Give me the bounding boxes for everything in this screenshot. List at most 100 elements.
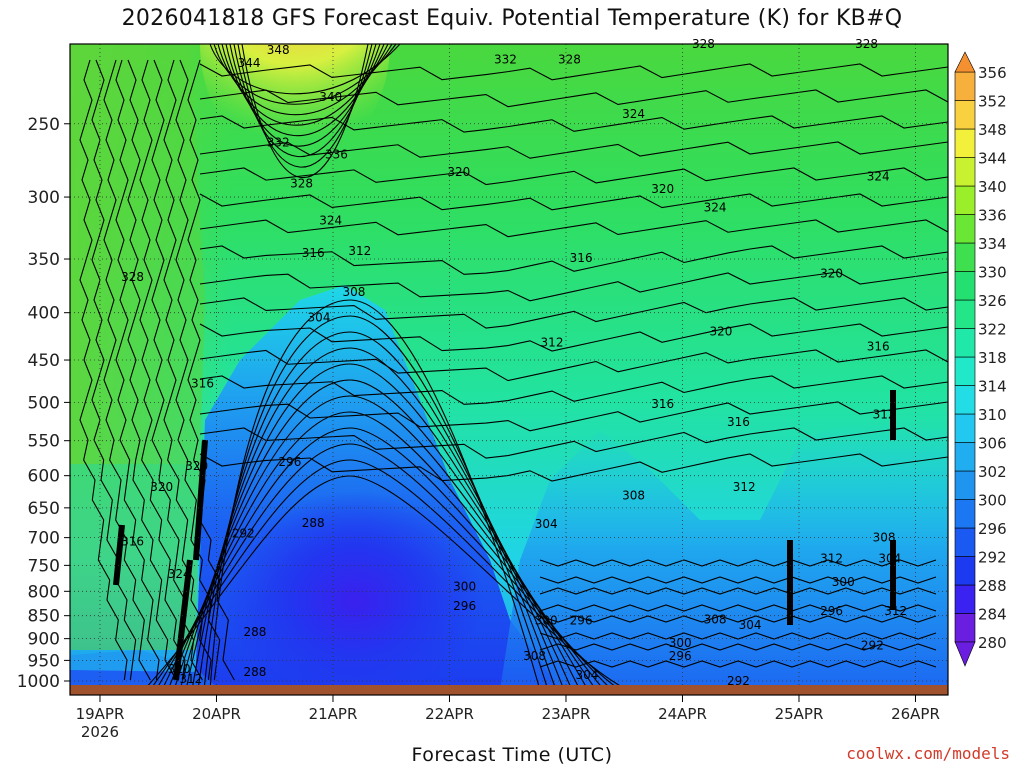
contour-label: 292 bbox=[232, 527, 255, 541]
colorbar-swatch bbox=[954, 385, 976, 415]
contour-label: 300 bbox=[832, 575, 855, 589]
y-tick-label: 1000 bbox=[17, 672, 60, 692]
source-credit: coolwx.com/models bbox=[846, 744, 1010, 763]
contour-line bbox=[539, 643, 937, 651]
contour-label: 320 bbox=[150, 480, 173, 494]
contour-line bbox=[163, 59, 212, 681]
contour-label: 296 bbox=[570, 613, 593, 627]
x-axis-label: Forecast Time (UTC) bbox=[411, 744, 613, 766]
contour-line bbox=[539, 587, 937, 595]
colorbar-swatch bbox=[954, 214, 976, 244]
contour-label: 316 bbox=[121, 535, 144, 549]
contour-line bbox=[213, 44, 397, 105]
contour-line bbox=[199, 219, 948, 238]
contour-label: 288 bbox=[243, 625, 266, 639]
contour-line bbox=[199, 401, 948, 432]
colorbar-label: 280 bbox=[978, 634, 1007, 652]
contour-label: 344 bbox=[238, 56, 261, 70]
contour-line bbox=[187, 59, 235, 681]
colorbar-label: 310 bbox=[978, 406, 1007, 424]
contour-label: 324 bbox=[867, 169, 890, 183]
colorbar-label: 326 bbox=[978, 292, 1007, 310]
contour-label: 308 bbox=[622, 488, 645, 502]
contour-label: 308 bbox=[873, 531, 896, 545]
contour-line bbox=[199, 323, 948, 352]
colorbar-swatch bbox=[954, 271, 976, 301]
x-tick-label: 22APR bbox=[425, 705, 474, 723]
contour-line bbox=[539, 559, 937, 567]
colorbar-swatch bbox=[954, 71, 976, 101]
y-tick-label: 300 bbox=[28, 188, 60, 208]
contour-line bbox=[127, 59, 177, 681]
contour-label: 324 bbox=[704, 201, 727, 215]
contour-line bbox=[539, 660, 937, 668]
y-tick-label: 500 bbox=[28, 393, 60, 413]
grid bbox=[70, 44, 948, 685]
contour-line bbox=[180, 379, 579, 685]
colorbar-swatch bbox=[954, 584, 976, 614]
contour-line bbox=[539, 604, 937, 612]
x-axis: 19APR 20APR 21APR 22APR 23APR 24APR 25APR 26APR… bbox=[76, 695, 940, 741]
contour-label: 328 bbox=[558, 52, 581, 66]
contour-label: 300 bbox=[535, 613, 558, 627]
y-tick-label: 850 bbox=[28, 607, 60, 627]
contour-label: 292 bbox=[861, 638, 884, 652]
contour-line bbox=[151, 59, 203, 681]
colorbar-label: 336 bbox=[978, 207, 1007, 225]
contour-label: 328 bbox=[121, 270, 144, 284]
contour-label: 288 bbox=[243, 665, 266, 679]
contour-label: 320 bbox=[820, 267, 843, 281]
colorbar-swatch bbox=[954, 299, 976, 329]
contour-label: 312 bbox=[820, 551, 843, 565]
contour-label: 308 bbox=[704, 612, 727, 626]
colorbar-swatch bbox=[954, 185, 976, 215]
contour-label: 312 bbox=[179, 672, 202, 686]
contour-line bbox=[539, 576, 937, 584]
contour-label: 324 bbox=[168, 567, 191, 581]
colorbar-swatch bbox=[954, 556, 976, 586]
contour-label: 312 bbox=[541, 336, 564, 350]
contour-label: 304 bbox=[878, 551, 901, 565]
contour-label: 308 bbox=[342, 285, 365, 299]
contour-label: 324 bbox=[319, 213, 342, 227]
colorbar-top-arrow bbox=[954, 51, 976, 73]
contour-label: 332 bbox=[267, 136, 290, 150]
contour-label: 316 bbox=[867, 339, 890, 353]
contour-line bbox=[199, 427, 948, 459]
x-tick-label: 19APR bbox=[76, 705, 125, 723]
y-tick-label: 650 bbox=[28, 499, 60, 519]
y-tick-label: 350 bbox=[28, 250, 60, 270]
contour-line bbox=[237, 44, 373, 168]
contour-line bbox=[175, 59, 221, 681]
colorbar-label: 356 bbox=[978, 64, 1007, 82]
x-tick-label: 26APR bbox=[891, 705, 940, 723]
contour-line bbox=[186, 363, 571, 685]
contour-line bbox=[539, 615, 937, 623]
y-axis: 250 300 350 400 450 500 550 600 650 700 750 800 850 9… bbox=[17, 115, 70, 692]
contour-label: 296 bbox=[820, 604, 843, 618]
colorbar-swatch bbox=[954, 356, 976, 386]
contour-label: 312 bbox=[348, 244, 371, 258]
y-tick-label: 450 bbox=[28, 351, 60, 371]
contour-label: 316 bbox=[302, 246, 325, 260]
y-tick-label: 950 bbox=[28, 651, 60, 671]
contour-line bbox=[199, 375, 948, 405]
x-tick-label: 23APR bbox=[542, 705, 591, 723]
x-year-label: 2026 bbox=[81, 723, 119, 741]
colorbar-swatch bbox=[954, 442, 976, 472]
contour-lines bbox=[79, 44, 948, 685]
contour-label: 304 bbox=[739, 618, 762, 632]
colorbar-bottom-arrow bbox=[954, 641, 976, 667]
contour-label: 304 bbox=[308, 311, 331, 325]
colorbar-label: 318 bbox=[978, 349, 1007, 367]
contour-line bbox=[241, 44, 369, 179]
contour-label: 292 bbox=[727, 674, 750, 688]
colorbar-swatch bbox=[954, 100, 976, 130]
colorbar-label: 334 bbox=[978, 235, 1007, 253]
contour-label: 316 bbox=[651, 397, 674, 411]
colorbar-swatch bbox=[954, 242, 976, 272]
colorbar-swatch bbox=[954, 499, 976, 529]
contour-line bbox=[209, 44, 401, 95]
y-tick-label: 750 bbox=[28, 556, 60, 576]
